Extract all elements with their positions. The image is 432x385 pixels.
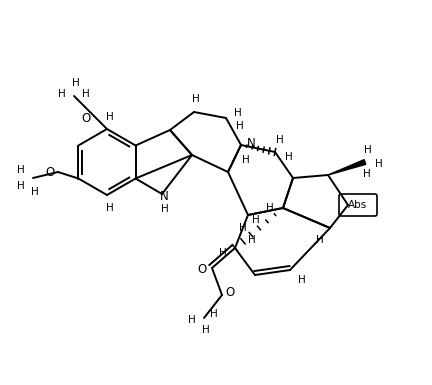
Text: H: H bbox=[248, 235, 256, 245]
Text: H: H bbox=[285, 152, 293, 162]
Text: H: H bbox=[188, 315, 196, 325]
Text: H: H bbox=[192, 94, 200, 104]
Text: H: H bbox=[82, 89, 90, 99]
Text: H: H bbox=[161, 204, 169, 214]
Text: H: H bbox=[236, 121, 244, 131]
Text: H: H bbox=[72, 78, 80, 88]
Text: H: H bbox=[202, 325, 210, 335]
Text: O: O bbox=[45, 166, 54, 179]
Polygon shape bbox=[328, 160, 366, 175]
Text: H: H bbox=[17, 165, 25, 175]
Text: H: H bbox=[219, 248, 227, 258]
Text: H: H bbox=[316, 235, 324, 245]
Text: H: H bbox=[106, 112, 114, 122]
Text: H: H bbox=[252, 215, 260, 225]
Text: H: H bbox=[234, 108, 242, 118]
Text: H: H bbox=[298, 275, 306, 285]
FancyBboxPatch shape bbox=[339, 194, 377, 216]
Text: H: H bbox=[276, 135, 284, 145]
Text: H: H bbox=[242, 155, 250, 165]
Text: H: H bbox=[239, 223, 247, 233]
Text: H: H bbox=[17, 181, 25, 191]
Text: O: O bbox=[197, 263, 206, 276]
Text: Abs: Abs bbox=[348, 200, 368, 210]
Text: H: H bbox=[363, 169, 371, 179]
Text: H: H bbox=[31, 187, 39, 197]
Text: H: H bbox=[106, 203, 114, 213]
Text: H: H bbox=[58, 89, 66, 99]
Text: H: H bbox=[210, 309, 218, 319]
Text: O: O bbox=[81, 112, 91, 124]
Text: N: N bbox=[247, 137, 255, 149]
Text: H: H bbox=[375, 159, 383, 169]
Text: H: H bbox=[266, 203, 274, 213]
Text: H: H bbox=[364, 145, 372, 155]
Text: N: N bbox=[160, 189, 168, 203]
Text: O: O bbox=[226, 286, 235, 300]
